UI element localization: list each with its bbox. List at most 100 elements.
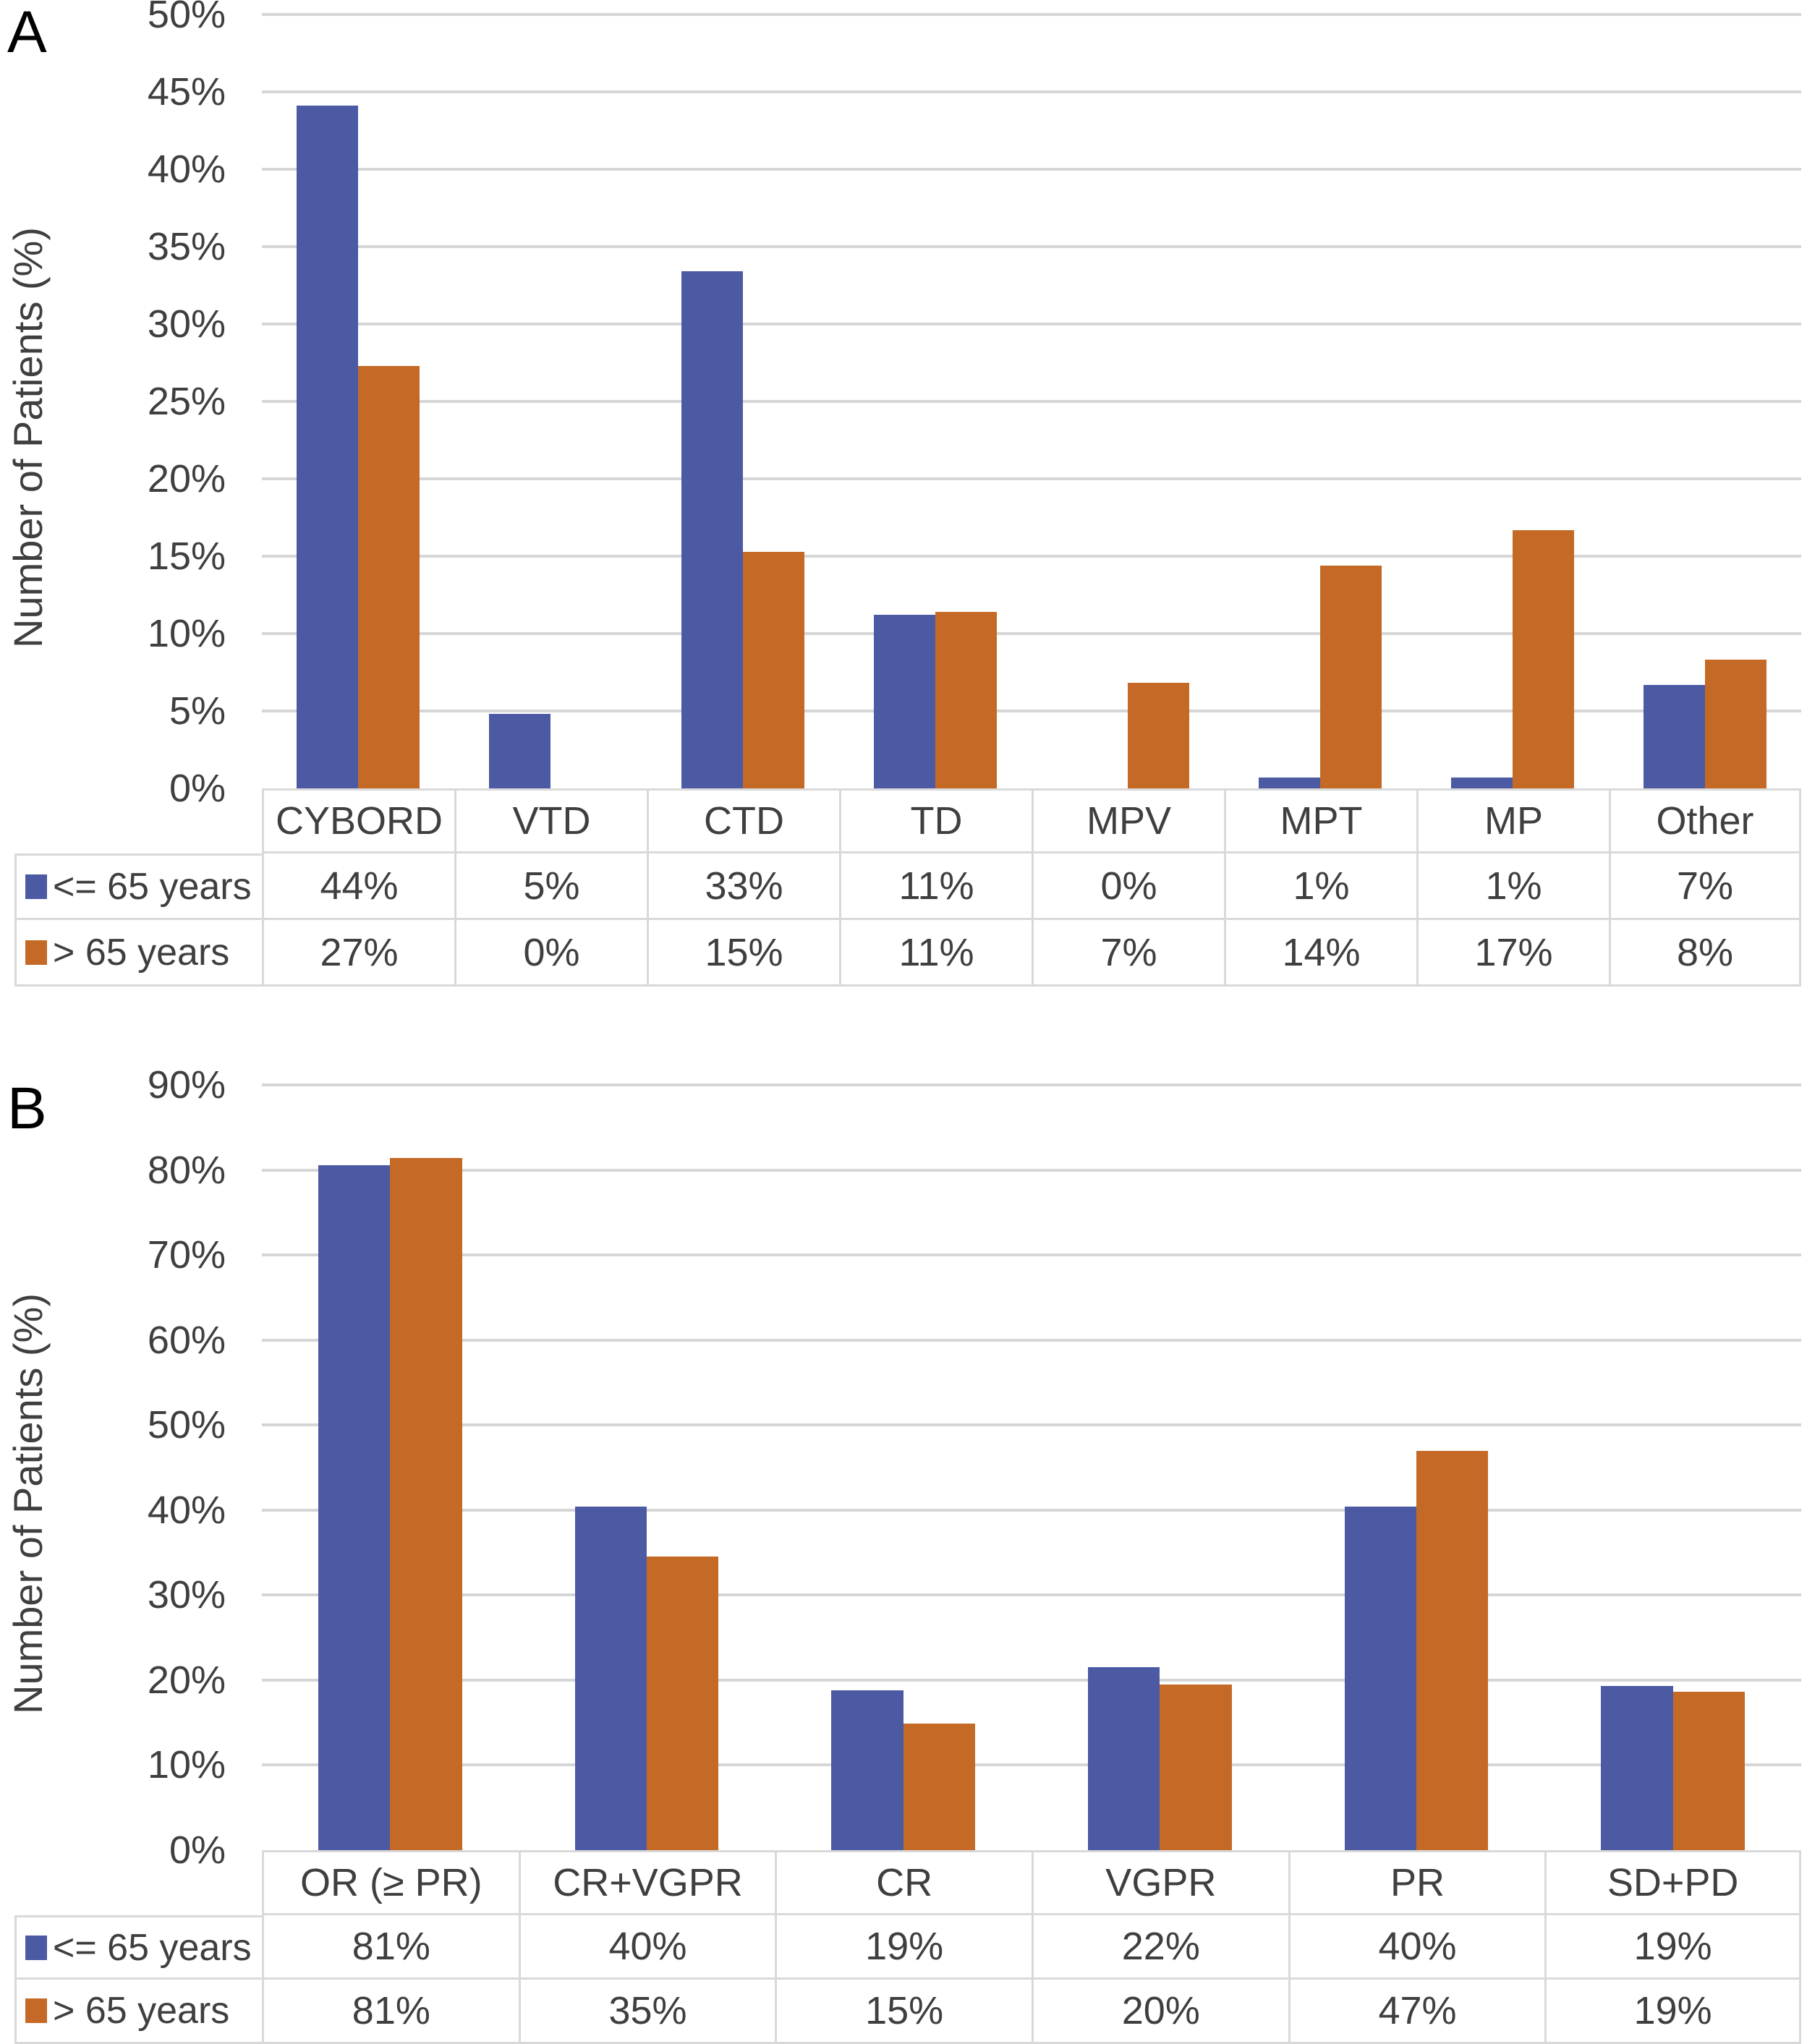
bar-le65 [1601,1686,1673,1850]
y-axis-ticks: 90% 80% 70% 60% 50% 40% 30% 20% 10% 0% [43,1065,246,1870]
table-corner [14,788,262,853]
category-group [262,1085,519,1850]
category-header-cell: CYBORD [262,788,454,853]
plot-area [262,1083,1801,1850]
y-tick-label: 15% [147,535,226,578]
bar-le65 [1344,1507,1417,1850]
category-group [1032,1085,1288,1850]
category-group [262,14,454,788]
table-value-cell: 1% [1224,853,1416,920]
table-value-cell: 19% [775,1915,1032,1980]
gridline [262,1338,1801,1342]
table-value-cell: 15% [647,920,839,987]
category-group [1609,14,1801,788]
y-tick-label: 40% [147,148,226,191]
bar-le65 [1450,778,1513,788]
gridline [262,1763,1801,1767]
bar-gt65 [1128,683,1190,788]
y-tick-label: 5% [169,689,226,733]
bar-gt65 [358,365,420,788]
y-tick-label: 90% [147,1063,226,1107]
table-value-cell: 81% [262,1980,519,2044]
bar-gt65 [1672,1692,1745,1850]
y-tick-label: 30% [147,302,226,346]
legend-cell: > 65 years [14,920,262,987]
gridline [262,13,1801,16]
y-axis-ticks: 50% 45% 40% 35% 30% 25% 20% 15% 10% 5% 0% [43,0,246,808]
y-tick-label: 60% [147,1318,226,1362]
table-value-cell: 44% [262,853,454,920]
category-header-cell: MP [1416,788,1609,853]
category-header-cell: Other [1609,788,1801,853]
gridline [262,1168,1801,1172]
category-header-cell: OR (≥ PR) [262,1850,519,1915]
y-tick-label: 50% [147,1403,226,1447]
gridline [262,168,1801,171]
bar-groups [262,1085,1801,1850]
table-value-cell: 33% [647,853,839,920]
bar-gt65 [1160,1684,1232,1850]
table-value-cell: 17% [1416,920,1609,987]
table-value-cell: 15% [775,1980,1032,2044]
table-value-cell: 7% [1609,853,1801,920]
legend-label: <= 65 years [53,866,252,908]
y-tick-label: 10% [147,1743,226,1787]
table-value-cell: 19% [1544,1915,1801,1980]
y-tick-label: 30% [147,1573,226,1617]
bar-le65 [873,615,935,788]
y-tick-label: 80% [147,1148,226,1192]
category-group [1416,14,1609,788]
bar-le65 [574,1507,647,1850]
legend-cell: <= 65 years [14,853,262,920]
gridline [262,632,1801,635]
category-header-cell: PR [1288,1850,1545,1915]
bar-gt65 [1705,660,1767,788]
legend-label: > 65 years [53,931,230,974]
data-table: OR (≥ PR) CR+VGPR CR VGPR PR SD+PD <= 65 years… [14,1850,1801,2044]
legend-swatch-gt65 [25,1998,47,2023]
gridline [262,1508,1801,1512]
category-group [839,14,1032,788]
table-value-cell: 40% [1288,1915,1545,1980]
bar-le65 [1088,1667,1160,1850]
category-group [1032,14,1224,788]
gridline [262,1593,1801,1597]
table-value-cell: 22% [1031,1915,1288,1980]
y-tick-label: 70% [147,1233,226,1277]
bar-le65 [1258,778,1320,788]
category-header-cell: MPV [1032,788,1224,853]
bar-gt65 [1416,1450,1489,1850]
category-group [519,1085,775,1850]
bar-le65 [296,106,358,788]
bar-le65 [488,714,550,788]
bar-le65 [681,271,743,788]
table-value-cell: 0% [1032,853,1224,920]
table-value-cell: 27% [262,920,454,987]
table-value-cell: 47% [1288,1980,1545,2044]
bar-gt65 [1320,565,1382,788]
table-value-cell: 11% [839,853,1032,920]
panel-b-letter: B [7,1076,47,1141]
gridline [262,323,1801,325]
category-header-cell: CTD [647,788,839,853]
panel-a-letter: A [7,0,47,65]
legend-label: <= 65 years [53,1926,252,1969]
y-tick-label: 0% [169,1828,226,1872]
panel-a: A Number of Patients (%) 50% 45% 40% 35% 30%… [5,0,1801,987]
y-tick-label: 35% [147,225,226,268]
gridline [262,1083,1801,1086]
category-header-cell: VTD [454,788,647,853]
legend-swatch-le65 [25,1935,47,1960]
bar-gt65 [935,612,998,788]
bar-gt65 [1513,529,1575,788]
category-group [1544,1085,1801,1850]
bar-gt65 [903,1723,975,1850]
table-value-cell: 1% [1416,853,1609,920]
category-header-cell: SD+PD [1544,1850,1801,1915]
y-tick-label: 45% [147,70,226,114]
bar-le65 [1643,684,1705,788]
y-tick-label: 25% [147,380,226,423]
category-group [775,1085,1032,1850]
category-header-cell: MPT [1224,788,1416,853]
table-value-cell: 81% [262,1915,519,1980]
